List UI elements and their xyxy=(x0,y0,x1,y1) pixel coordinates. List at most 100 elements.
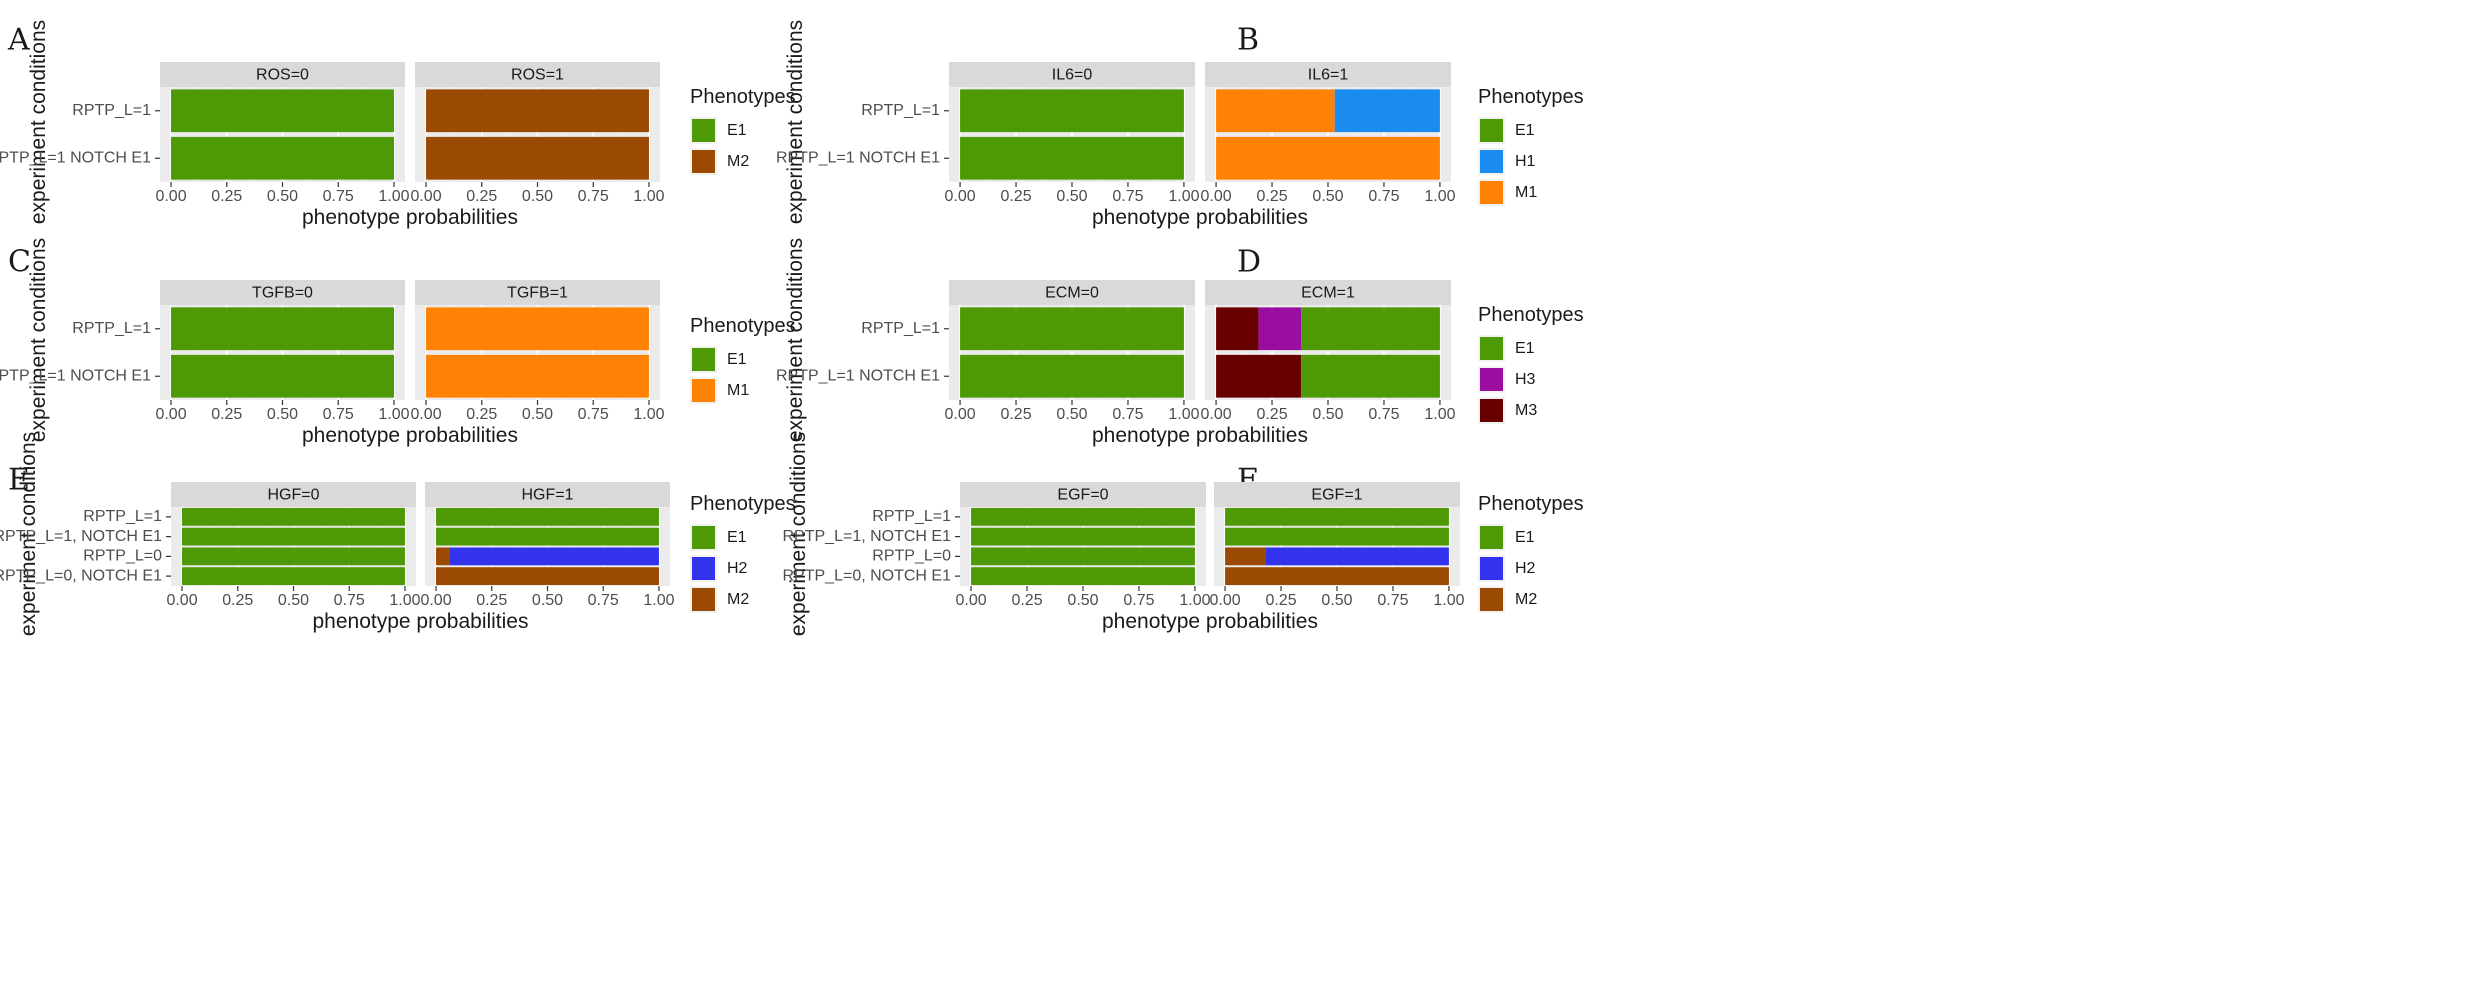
legend-swatch-h1 xyxy=(1480,150,1503,173)
bar-segment-m3 xyxy=(1216,354,1302,398)
x-tick-label: 1.00 xyxy=(1168,188,1199,205)
bar-segment-e1 xyxy=(171,136,394,180)
bar-segment-m1 xyxy=(1216,89,1335,133)
legend: Phenotypes E1 M2 xyxy=(690,86,796,175)
y-tick-label: RPTP_L=1 NOTCH E1 xyxy=(776,367,940,384)
x-tick-label: 0.50 xyxy=(267,406,298,423)
x-tick-label: 1.00 xyxy=(1424,188,1455,205)
y-tick-label: RPTP_L=0, NOTCH E1 xyxy=(783,567,952,584)
facet-il6-0: IL6=0 0.00 0.25 0.50 0.75 1.00 xyxy=(944,62,1200,205)
bar-segment-e1 xyxy=(971,547,1195,566)
legend-swatch-m1 xyxy=(692,379,715,402)
facet-strip-label: ROS=0 xyxy=(256,67,309,84)
x-tick-label: 0.50 xyxy=(1312,188,1343,205)
bar-segment-e1 xyxy=(960,307,1184,351)
facet-strip-label: EGF=1 xyxy=(1311,487,1362,504)
legend-swatch-h2 xyxy=(1480,557,1503,580)
x-tick-label: 0.50 xyxy=(1312,406,1343,423)
facet-egf-1: EGF=1 0.00 0.25 0.50 0.75 1.00 xyxy=(1209,482,1465,609)
x-tick-label: 0.00 xyxy=(955,592,986,609)
facet-strip xyxy=(160,62,405,87)
x-tick-label: 1.00 xyxy=(1179,592,1210,609)
facet-egf-0: EGF=0 0.00 0.25 0.50 0.75 1.00 xyxy=(955,482,1211,609)
bar-segment-e1 xyxy=(1301,307,1440,351)
x-tick-label: 0.25 xyxy=(1256,188,1287,205)
bar-segment-h2 xyxy=(1265,547,1449,566)
bar-segment-m3 xyxy=(1216,307,1259,351)
legend-label: E1 xyxy=(1515,340,1535,357)
legend-title: Phenotypes xyxy=(1478,493,1584,515)
legend-label: E1 xyxy=(727,122,747,139)
legend-label: H3 xyxy=(1515,371,1536,388)
x-tick-label: 0.00 xyxy=(1209,592,1240,609)
legend-swatch-e1 xyxy=(1480,526,1503,549)
legend-swatch-e1 xyxy=(1480,337,1503,360)
y-axis-title: experiment conditions xyxy=(17,432,40,636)
x-tick-label: 0.00 xyxy=(420,592,451,609)
bar-segment-m1 xyxy=(426,307,649,351)
bar-segment-e1 xyxy=(971,567,1195,586)
x-tick-label: 0.00 xyxy=(410,406,441,423)
x-tick-label: 1.00 xyxy=(643,592,674,609)
legend: Phenotypes E1 H3 M3 xyxy=(1478,304,1584,424)
facet-ecm-1: ECM=1 0.00 0.25 0.50 0.75 1.00 xyxy=(1200,280,1456,423)
facet-ros-0: ROS=0 0.00 0.25 0.50 0.75 1.00 xyxy=(155,62,410,205)
legend-swatch-m2 xyxy=(1480,588,1503,611)
legend: Phenotypes E1 H1 M1 xyxy=(1478,86,1584,206)
x-axis-title: phenotype probabilities xyxy=(313,610,529,633)
x-tick-label: 0.25 xyxy=(211,406,242,423)
bar-segment-h1 xyxy=(1334,89,1440,133)
panel-letter: D xyxy=(1237,245,1261,280)
bar-segment-e1 xyxy=(182,527,405,546)
x-tick-label: 1.00 xyxy=(1168,406,1199,423)
legend-title: Phenotypes xyxy=(690,315,796,337)
legend-label: H1 xyxy=(1515,153,1536,170)
x-tick-label: 0.25 xyxy=(1000,188,1031,205)
x-tick-label: 1.00 xyxy=(389,592,420,609)
x-tick-label: 0.50 xyxy=(522,406,553,423)
x-axis-title: phenotype probabilities xyxy=(302,424,518,447)
x-tick-label: 1.00 xyxy=(1433,592,1464,609)
bar-segment-m2 xyxy=(1225,547,1266,566)
x-tick-label: 0.25 xyxy=(1011,592,1042,609)
facet-tgfb-1: TGFB=1 0.00 0.25 0.50 0.75 1.00 xyxy=(410,280,665,423)
y-tick-label: RPTP_L=1 xyxy=(872,508,951,525)
legend-swatch-h2 xyxy=(692,557,715,580)
x-tick-label: 0.50 xyxy=(1056,188,1087,205)
legend-title: Phenotypes xyxy=(690,86,796,108)
x-tick-label: 0.50 xyxy=(522,188,553,205)
facet-hgf-0: HGF=0 0.00 0.25 0.50 0.75 1.00 xyxy=(166,482,421,609)
facet-strip-label: ECM=1 xyxy=(1301,285,1355,302)
facet-strip-label: ECM=0 xyxy=(1045,285,1099,302)
x-tick-label: 0.75 xyxy=(1112,406,1143,423)
facet-strip xyxy=(949,280,1195,305)
legend-title: Phenotypes xyxy=(690,493,796,515)
facet-strip xyxy=(949,62,1195,87)
facet-strip xyxy=(160,280,405,305)
bar-segment-m1 xyxy=(426,354,649,398)
x-tick-label: 0.00 xyxy=(1200,188,1231,205)
bar-segment-e1 xyxy=(971,507,1195,526)
y-axis-title: experiment conditions xyxy=(27,20,50,224)
y-tick-label: RPTP_L=1 xyxy=(72,320,151,337)
x-tick-label: 0.75 xyxy=(323,188,354,205)
facet-strip xyxy=(171,482,416,507)
legend-swatch-m2 xyxy=(692,150,715,173)
bar-segment-e1 xyxy=(182,547,405,566)
y-tick-label: RPTP_L=0 xyxy=(83,548,162,565)
bar-segment-m2 xyxy=(1225,567,1449,586)
legend-swatch-e1 xyxy=(692,526,715,549)
x-tick-label: 0.00 xyxy=(944,188,975,205)
bar-segment-m1 xyxy=(1216,136,1440,180)
facet-tgfb-0: TGFB=0 0.00 0.25 0.50 0.75 1.00 xyxy=(155,280,410,423)
x-tick-label: 0.75 xyxy=(1377,592,1408,609)
x-tick-label: 0.50 xyxy=(1056,406,1087,423)
x-tick-label: 0.25 xyxy=(1265,592,1296,609)
y-tick-label: RPTP_L=1 xyxy=(861,320,940,337)
legend-label: E1 xyxy=(727,351,747,368)
facet-strip xyxy=(1205,280,1451,305)
bar-segment-m2 xyxy=(426,136,649,180)
facet-ros-1: ROS=1 0.00 0.25 0.50 0.75 1.00 xyxy=(410,62,665,205)
